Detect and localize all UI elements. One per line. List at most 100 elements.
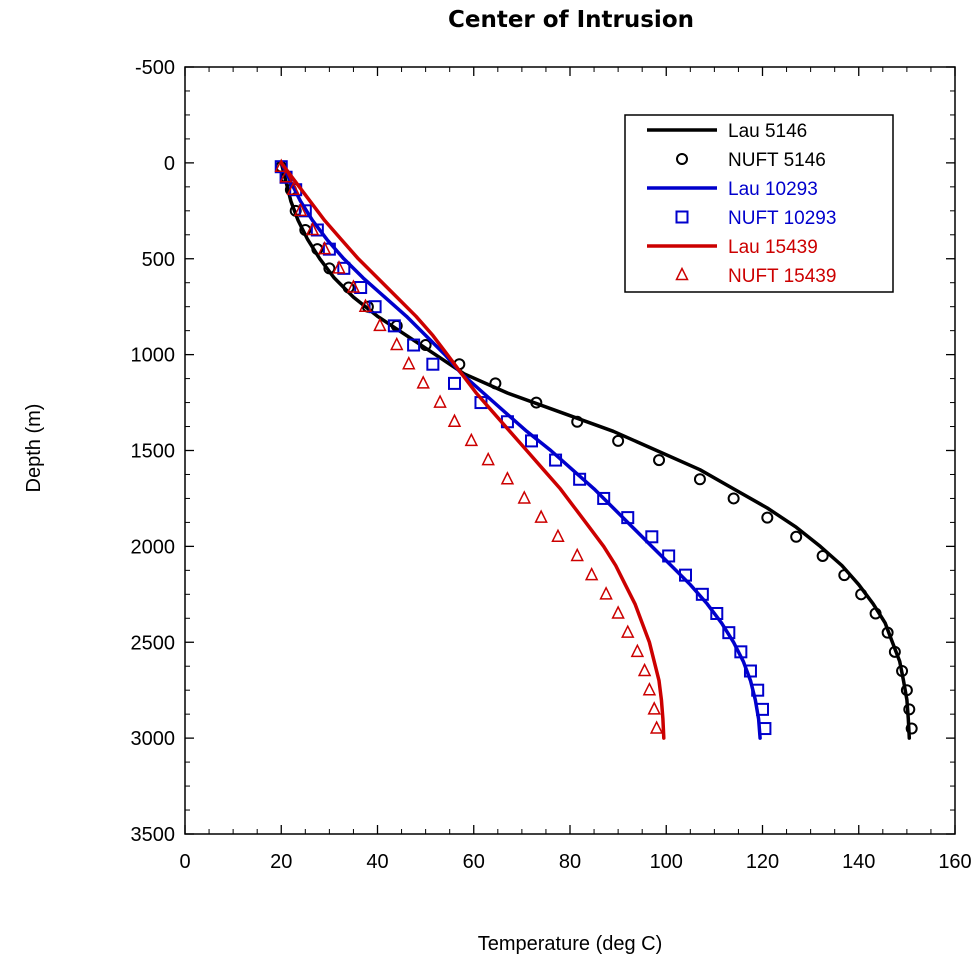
x-tick-label: 40 bbox=[366, 851, 388, 873]
data-point-nuft-10293 bbox=[743, 664, 757, 678]
data-point-nuft-5146 bbox=[612, 434, 625, 447]
data-point-nuft-10293 bbox=[645, 530, 659, 544]
series-line-lau-15439 bbox=[279, 161, 666, 740]
data-point-nuft-5146 bbox=[693, 473, 706, 486]
data-point-nuft-10293 bbox=[756, 702, 769, 716]
data-point-nuft-10293 bbox=[407, 338, 421, 352]
legend-label-lau-5146: Lau 5146 bbox=[728, 121, 807, 142]
data-point-nuft-15439 bbox=[464, 432, 479, 447]
data-point-nuft-10293 bbox=[621, 511, 635, 525]
data-point-nuft-15439 bbox=[317, 240, 332, 255]
data-point-nuft-5146 bbox=[419, 339, 432, 352]
data-point-nuft-5146 bbox=[571, 415, 584, 428]
data-point-nuft-15439 bbox=[584, 566, 599, 581]
data-point-nuft-10293 bbox=[597, 491, 611, 505]
data-point-nuft-5146 bbox=[855, 588, 868, 601]
data-point-nuft-15439 bbox=[433, 394, 447, 408]
data-point-nuft-10293 bbox=[426, 357, 440, 371]
y-axis-label: Depth (m) bbox=[23, 404, 45, 493]
y-tick-label: 3000 bbox=[131, 728, 176, 750]
x-tick-label: 160 bbox=[938, 851, 971, 873]
data-point-nuft-15439 bbox=[611, 605, 625, 619]
x-tick-label: 120 bbox=[746, 851, 779, 873]
data-point-nuft-10293 bbox=[322, 242, 336, 256]
series-lau-15439 bbox=[279, 161, 666, 740]
data-point-nuft-5146 bbox=[881, 626, 894, 639]
data-point-nuft-15439 bbox=[621, 624, 635, 638]
data-point-nuft-15439 bbox=[534, 509, 548, 523]
data-point-nuft-15439 bbox=[346, 279, 361, 293]
x-tick-label: 20 bbox=[270, 851, 292, 873]
chart-title: Center of Intrusion bbox=[448, 7, 694, 33]
data-point-nuft-15439 bbox=[599, 586, 613, 600]
data-point-nuft-5146 bbox=[727, 492, 740, 505]
data-point-nuft-15439 bbox=[402, 356, 416, 370]
data-point-nuft-15439 bbox=[637, 662, 652, 677]
data-point-nuft-10293 bbox=[722, 626, 736, 640]
data-point-nuft-15439 bbox=[286, 181, 300, 195]
y-tick-label: 1000 bbox=[131, 345, 176, 367]
legend-label-nuft-15439: NUFT 15439 bbox=[728, 266, 836, 287]
data-point-nuft-5146 bbox=[790, 530, 803, 543]
data-point-nuft-5146 bbox=[761, 511, 774, 524]
data-point-nuft-10293 bbox=[310, 223, 324, 237]
data-point-nuft-10293 bbox=[573, 472, 587, 486]
series-line-lau-10293 bbox=[279, 161, 762, 740]
data-point-nuft-15439 bbox=[332, 260, 346, 274]
data-point-nuft-10293 bbox=[298, 204, 312, 218]
data-point-nuft-10293 bbox=[354, 281, 368, 295]
data-point-nuft-5146 bbox=[896, 665, 909, 678]
data-point-nuft-10293 bbox=[758, 722, 772, 736]
data-point-nuft-15439 bbox=[274, 158, 288, 172]
data-point-nuft-15439 bbox=[500, 471, 515, 485]
y-tick-label: 1500 bbox=[131, 441, 176, 463]
data-point-nuft-15439 bbox=[630, 643, 645, 658]
y-tick-label: 0 bbox=[164, 153, 175, 175]
y-tick-label: 2000 bbox=[131, 536, 176, 558]
series-lau-10293 bbox=[279, 161, 762, 740]
data-point-nuft-5146 bbox=[888, 645, 901, 658]
y-tick-label: -500 bbox=[135, 57, 175, 79]
data-point-nuft-15439 bbox=[279, 169, 293, 183]
data-point-nuft-15439 bbox=[305, 221, 320, 236]
y-tick-label: 2500 bbox=[131, 632, 176, 654]
legend: Lau 5146 NUFT 5146 Lau 10293 NUFT 10293 Lau … bbox=[624, 114, 894, 293]
series-nuft-15439 bbox=[274, 158, 664, 734]
data-point-nuft-10293 bbox=[710, 606, 724, 620]
data-point-nuft-10293 bbox=[679, 568, 692, 582]
data-point-nuft-5146 bbox=[900, 684, 913, 697]
legend-label-lau-15439: Lau 15439 bbox=[728, 237, 818, 258]
legend-label-nuft-10293: NUFT 10293 bbox=[728, 208, 836, 229]
x-tick-label: 100 bbox=[650, 851, 683, 873]
data-point-nuft-10293 bbox=[734, 645, 748, 659]
data-point-nuft-10293 bbox=[525, 434, 538, 448]
data-point-nuft-15439 bbox=[642, 682, 657, 696]
data-point-nuft-10293 bbox=[695, 587, 709, 601]
data-point-nuft-5146 bbox=[905, 722, 918, 735]
legend-box bbox=[624, 114, 894, 293]
data-point-nuft-15439 bbox=[647, 701, 661, 715]
legend-marker-nuft-15439 bbox=[675, 266, 689, 281]
legend-marker-nuft-5146 bbox=[676, 153, 688, 165]
x-tick-label: 60 bbox=[463, 851, 485, 873]
data-point-nuft-5146 bbox=[530, 396, 543, 409]
data-point-nuft-10293 bbox=[387, 319, 401, 333]
x-tick-label: 0 bbox=[179, 851, 190, 873]
data-point-nuft-10293 bbox=[662, 549, 676, 563]
data-point-nuft-5146 bbox=[311, 243, 324, 256]
data-point-nuft-15439 bbox=[570, 547, 584, 562]
data-point-nuft-5146 bbox=[489, 377, 502, 390]
data-point-nuft-15439 bbox=[293, 202, 308, 217]
y-tick-label: 3500 bbox=[131, 824, 176, 846]
data-point-nuft-15439 bbox=[481, 451, 495, 466]
data-point-nuft-15439 bbox=[416, 375, 430, 389]
data-point-nuft-10293 bbox=[448, 376, 461, 390]
legend-marker-nuft-10293 bbox=[675, 210, 689, 224]
data-point-nuft-15439 bbox=[447, 413, 462, 427]
data-point-nuft-15439 bbox=[551, 528, 565, 543]
legend-label-nuft-5146: NUFT 5146 bbox=[728, 150, 826, 171]
data-point-nuft-5146 bbox=[816, 549, 829, 562]
data-point-nuft-5146 bbox=[653, 454, 666, 467]
data-point-nuft-5146 bbox=[903, 703, 916, 716]
